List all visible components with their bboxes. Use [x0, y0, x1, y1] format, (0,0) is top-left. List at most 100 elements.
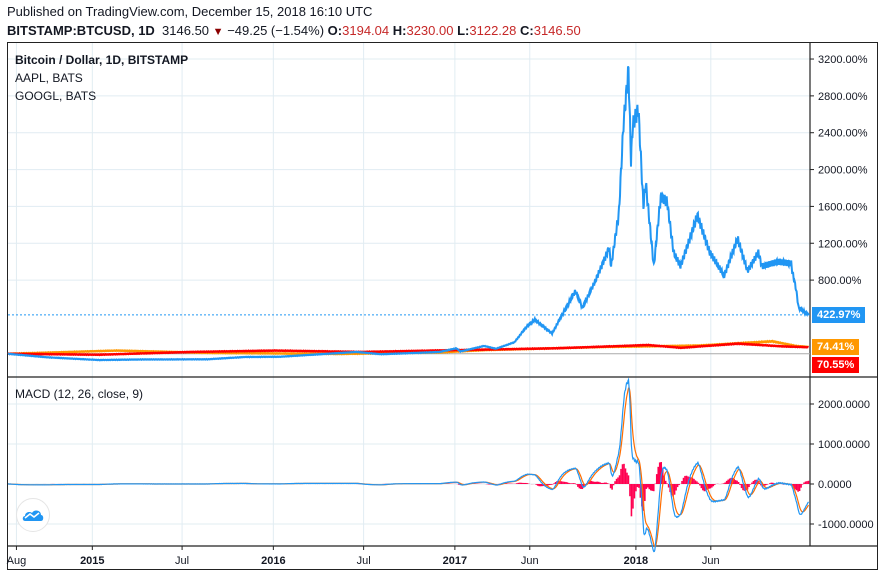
macd-histogram-bar — [702, 484, 704, 491]
y-tick-label: 1600.00% — [818, 201, 868, 213]
x-tick-label: Jul — [357, 555, 371, 567]
macd-histogram-bar — [697, 482, 700, 484]
macd-histogram-bar — [794, 484, 796, 490]
x-tick-label: 2017 — [443, 555, 467, 567]
close-value: 3146.50 — [533, 23, 581, 38]
macd-histogram-bar — [575, 484, 578, 485]
macd-histogram-bar — [606, 483, 609, 484]
macd-histogram-bar — [571, 483, 573, 484]
y-tick-label: 2400.00% — [818, 128, 868, 140]
macd-histogram-bar — [691, 477, 694, 484]
macd-y-tick-label: -1000.0000 — [818, 519, 874, 531]
macd-histogram-bar — [737, 481, 740, 484]
legend-googl: GOOGL, BATS — [15, 89, 97, 103]
macd-legend: MACD (12, 26, close, 9) — [15, 387, 144, 401]
macd-histogram-bar — [672, 484, 674, 497]
macd-line — [7, 377, 809, 553]
macd-histogram-bar — [663, 475, 665, 484]
macd-histogram-bar — [795, 484, 798, 491]
macd-histogram-bar — [630, 484, 633, 517]
macd-histogram-bar — [703, 484, 706, 492]
macd-histogram-bar — [710, 484, 713, 488]
macd-y-tick-label: 0.0000 — [818, 479, 852, 491]
macd-histogram-bar — [801, 484, 804, 485]
macd-histogram-bar — [696, 481, 698, 484]
macd-histogram-bar — [615, 478, 618, 484]
macd-histogram-bar — [749, 484, 752, 485]
macd-histogram-bar — [806, 481, 808, 484]
macd-histogram-bar — [694, 480, 697, 484]
macd-histogram-bar — [583, 484, 585, 488]
macd-histogram-bar — [770, 482, 773, 484]
macd-histogram-bar — [517, 482, 520, 484]
macd-histogram-bar — [792, 484, 795, 489]
macd-histogram-bar — [684, 475, 686, 484]
macd-histogram-bar — [742, 484, 744, 491]
googl-last-tag: 70.55% — [812, 356, 860, 373]
macd-histogram-bar — [636, 484, 639, 488]
macd-histogram-bar — [626, 472, 628, 484]
low-value: 3122.28 — [469, 23, 517, 38]
macd-histogram-bar — [536, 484, 539, 486]
macd-histogram-bar — [520, 482, 523, 484]
macd-histogram-bar — [657, 466, 660, 484]
x-tick-label: 2018 — [624, 555, 648, 567]
macd-histogram-bar — [548, 484, 551, 486]
macd-histogram-bar — [605, 482, 607, 484]
macd-histogram-bar — [559, 480, 561, 484]
macd-histogram-bar — [655, 474, 658, 484]
last-price: 3146.50 — [162, 23, 210, 38]
macd-histogram-bar — [519, 482, 521, 484]
cloud-chart-icon — [22, 510, 44, 521]
macd-histogram-bar — [667, 484, 670, 488]
chart-frame[interactable] — [7, 42, 878, 570]
macd-histogram-bar — [632, 484, 634, 509]
macd-histogram-bar — [708, 484, 710, 489]
macd-histogram-bar — [798, 484, 801, 492]
open-value: 3194.04 — [342, 23, 390, 38]
macd-histogram-bar — [538, 484, 540, 487]
macd-histogram-bar — [751, 482, 753, 484]
macd-histogram-bar — [754, 479, 756, 484]
macd-histogram-bar — [675, 484, 677, 491]
macd-y-tick-label: 1000.0000 — [818, 439, 870, 451]
btc-last-tag: 422.97% — [812, 306, 866, 323]
macd-histogram-bar — [620, 468, 622, 484]
macd-histogram-bar — [760, 484, 762, 486]
macd-histogram-bar — [797, 484, 799, 492]
macd-histogram-bar — [736, 480, 738, 484]
macd-histogram-bar — [458, 484, 460, 485]
macd-histogram-bar — [580, 484, 582, 489]
macd-histogram-bar — [651, 484, 654, 491]
macd-y-tick-label: 2000.0000 — [818, 399, 870, 411]
symbol: BITSTAMP:BTCUSD, 1D — [7, 23, 155, 38]
macd-histogram-bar — [522, 482, 524, 484]
x-tick-label: Jun — [521, 555, 539, 567]
macd-histogram-bar — [772, 482, 774, 484]
y-tick-label: 3200.00% — [818, 54, 868, 66]
macd-histogram-bar — [603, 482, 606, 484]
y-tick-label: 800.00% — [818, 275, 862, 287]
macd-histogram-bar — [612, 484, 615, 486]
macd-histogram-bar — [664, 480, 667, 484]
macd-histogram-bar — [652, 484, 655, 492]
macd-histogram-bar — [535, 484, 538, 485]
published-line: Published on TradingView.com, December 1… — [7, 4, 373, 19]
macd-histogram-bar — [740, 484, 743, 489]
macd-signal-line — [8, 386, 810, 548]
macd-histogram-bar — [624, 468, 627, 484]
price-change: −49.25 (−1.54%) — [227, 23, 325, 38]
macd-histogram-bar — [566, 482, 569, 484]
close-label: C: — [520, 23, 534, 38]
triangle-down-icon: ▼ — [212, 26, 224, 38]
tradingview-logo[interactable] — [16, 498, 50, 532]
macd-histogram-bar — [746, 484, 749, 490]
x-tick-label: Jun — [702, 555, 720, 567]
x-tick-label: 2016 — [261, 555, 285, 567]
macd-histogram-bar — [627, 475, 630, 484]
legend-btc: Bitcoin / Dollar, 1D, BITSTAMP — [15, 53, 189, 67]
macd-histogram-bar — [578, 484, 581, 489]
macd-histogram-bar — [682, 477, 685, 484]
high-value: 3230.00 — [406, 23, 454, 38]
